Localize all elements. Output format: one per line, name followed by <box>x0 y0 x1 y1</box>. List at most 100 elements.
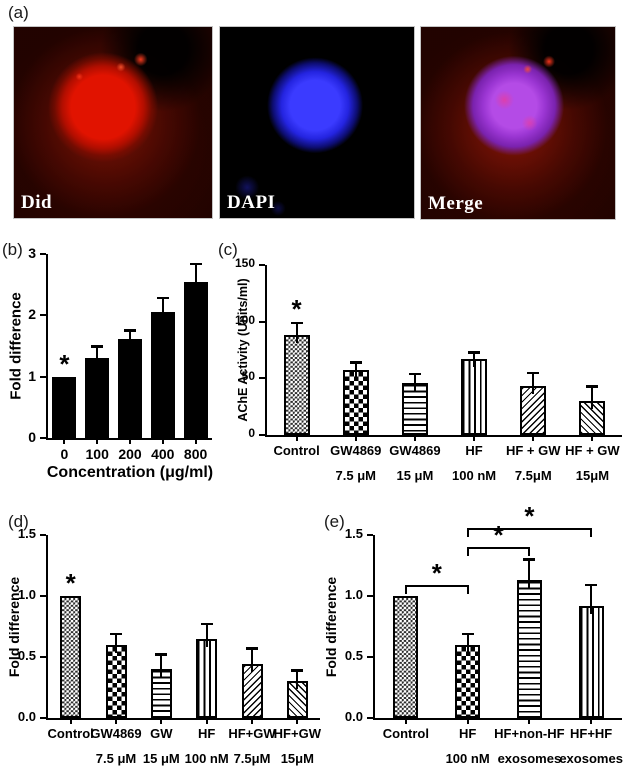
error-bar-cap <box>91 345 104 348</box>
x-tick <box>591 437 594 441</box>
bar <box>105 644 127 718</box>
category-label: HF <box>197 726 216 741</box>
micrograph-merge: Merge <box>420 26 616 220</box>
did-stain-image <box>14 27 212 218</box>
y-tick-label: 0.0 <box>17 709 36 724</box>
x-tick <box>532 437 535 441</box>
did-image-label: Did <box>21 192 53 213</box>
category-label: HF <box>458 726 477 741</box>
y-tick <box>40 717 46 719</box>
category-label: GW <box>150 726 173 741</box>
panel-b-label: (b) <box>2 240 23 259</box>
x-tick <box>528 720 531 724</box>
panel-a-label: (a) <box>8 3 29 22</box>
y-tick <box>259 320 265 323</box>
error-bar <box>161 296 164 320</box>
x-tick <box>251 720 253 724</box>
category-label: Control <box>382 726 429 741</box>
y-tick <box>259 264 265 266</box>
error-bar-cap <box>246 647 258 650</box>
category-label: 400 <box>151 446 175 462</box>
x-tick <box>160 720 163 724</box>
bar <box>401 382 428 435</box>
x-tick <box>69 720 72 724</box>
y-tick-label: 0 <box>28 429 36 445</box>
error-bar <box>129 329 131 348</box>
x-tick <box>466 720 469 724</box>
error-bar-cap <box>349 361 362 364</box>
category-label: 800 <box>183 446 208 462</box>
category-label: exosomes <box>559 751 623 766</box>
bar <box>578 605 604 718</box>
category-label: 7.5μM <box>514 468 552 483</box>
x-tick <box>354 437 357 441</box>
error-bar <box>296 669 299 690</box>
bar <box>60 596 82 718</box>
y-tick-label: 0.5 <box>344 648 363 663</box>
x-axis <box>265 435 622 437</box>
x-axis <box>373 718 622 720</box>
panel-c-label: (c) <box>218 240 238 259</box>
x-tick <box>473 437 476 441</box>
error-bar <box>466 632 469 653</box>
bar <box>150 311 175 438</box>
y-axis-title: Fold difference <box>323 576 339 677</box>
error-bar-cap <box>200 622 213 626</box>
y-tick-label: 1.5 <box>17 526 36 541</box>
category-label: GW4869 <box>330 443 382 458</box>
y-tick <box>259 377 265 380</box>
significance-bracket <box>466 547 531 557</box>
category-label: Control <box>47 726 94 741</box>
error-bar <box>160 653 163 678</box>
error-bar-cap <box>586 385 599 388</box>
error-bar-cap <box>156 296 169 300</box>
significance-star: * <box>431 558 442 589</box>
bar <box>52 376 77 438</box>
y-tick <box>40 314 46 317</box>
y-tick <box>40 656 46 658</box>
x-tick <box>590 720 593 724</box>
y-tick <box>40 595 46 597</box>
y-tick <box>40 375 46 378</box>
x-tick <box>96 440 99 444</box>
category-label: HF+non-HF <box>494 726 565 741</box>
category-label: 7.5 μM <box>335 468 376 483</box>
y-tick <box>367 534 373 536</box>
error-bar <box>194 262 197 290</box>
y-tick-label: 1.5 <box>344 526 363 541</box>
error-bar <box>413 372 416 391</box>
category-label: HF+HF <box>570 726 613 741</box>
error-bar <box>354 361 357 379</box>
category-label: GW4869 <box>389 443 441 458</box>
significance-star: * <box>65 568 76 598</box>
bar <box>183 281 208 438</box>
category-label: 15 μM <box>396 468 434 483</box>
x-tick <box>205 720 208 724</box>
bar <box>283 335 310 435</box>
category-label: 7.5μM <box>233 751 271 766</box>
error-bar-cap <box>290 321 303 325</box>
y-axis <box>46 254 48 438</box>
category-label: HF + GW <box>505 443 561 458</box>
error-bar-cap <box>461 632 474 636</box>
bar <box>196 638 218 718</box>
bar <box>461 359 488 435</box>
y-tick-label: 2 <box>28 306 36 323</box>
bar <box>241 664 263 718</box>
error-bar <box>532 371 535 395</box>
x-axis-title: Concentration (μg/ml) <box>46 464 214 481</box>
bar <box>516 580 542 718</box>
category-label: 15 μM <box>142 751 180 766</box>
error-bar <box>251 647 253 673</box>
y-tick <box>40 437 46 439</box>
bar <box>342 370 369 435</box>
error-bar-cap <box>291 669 304 672</box>
y-tick-label: 1.0 <box>17 587 36 602</box>
error-bar-cap <box>527 371 540 375</box>
x-tick <box>63 440 66 444</box>
error-bar-cap <box>189 262 202 266</box>
significance-bracket <box>466 527 593 537</box>
y-tick <box>367 717 373 719</box>
significance-star: * <box>524 500 535 531</box>
bar <box>85 358 110 438</box>
